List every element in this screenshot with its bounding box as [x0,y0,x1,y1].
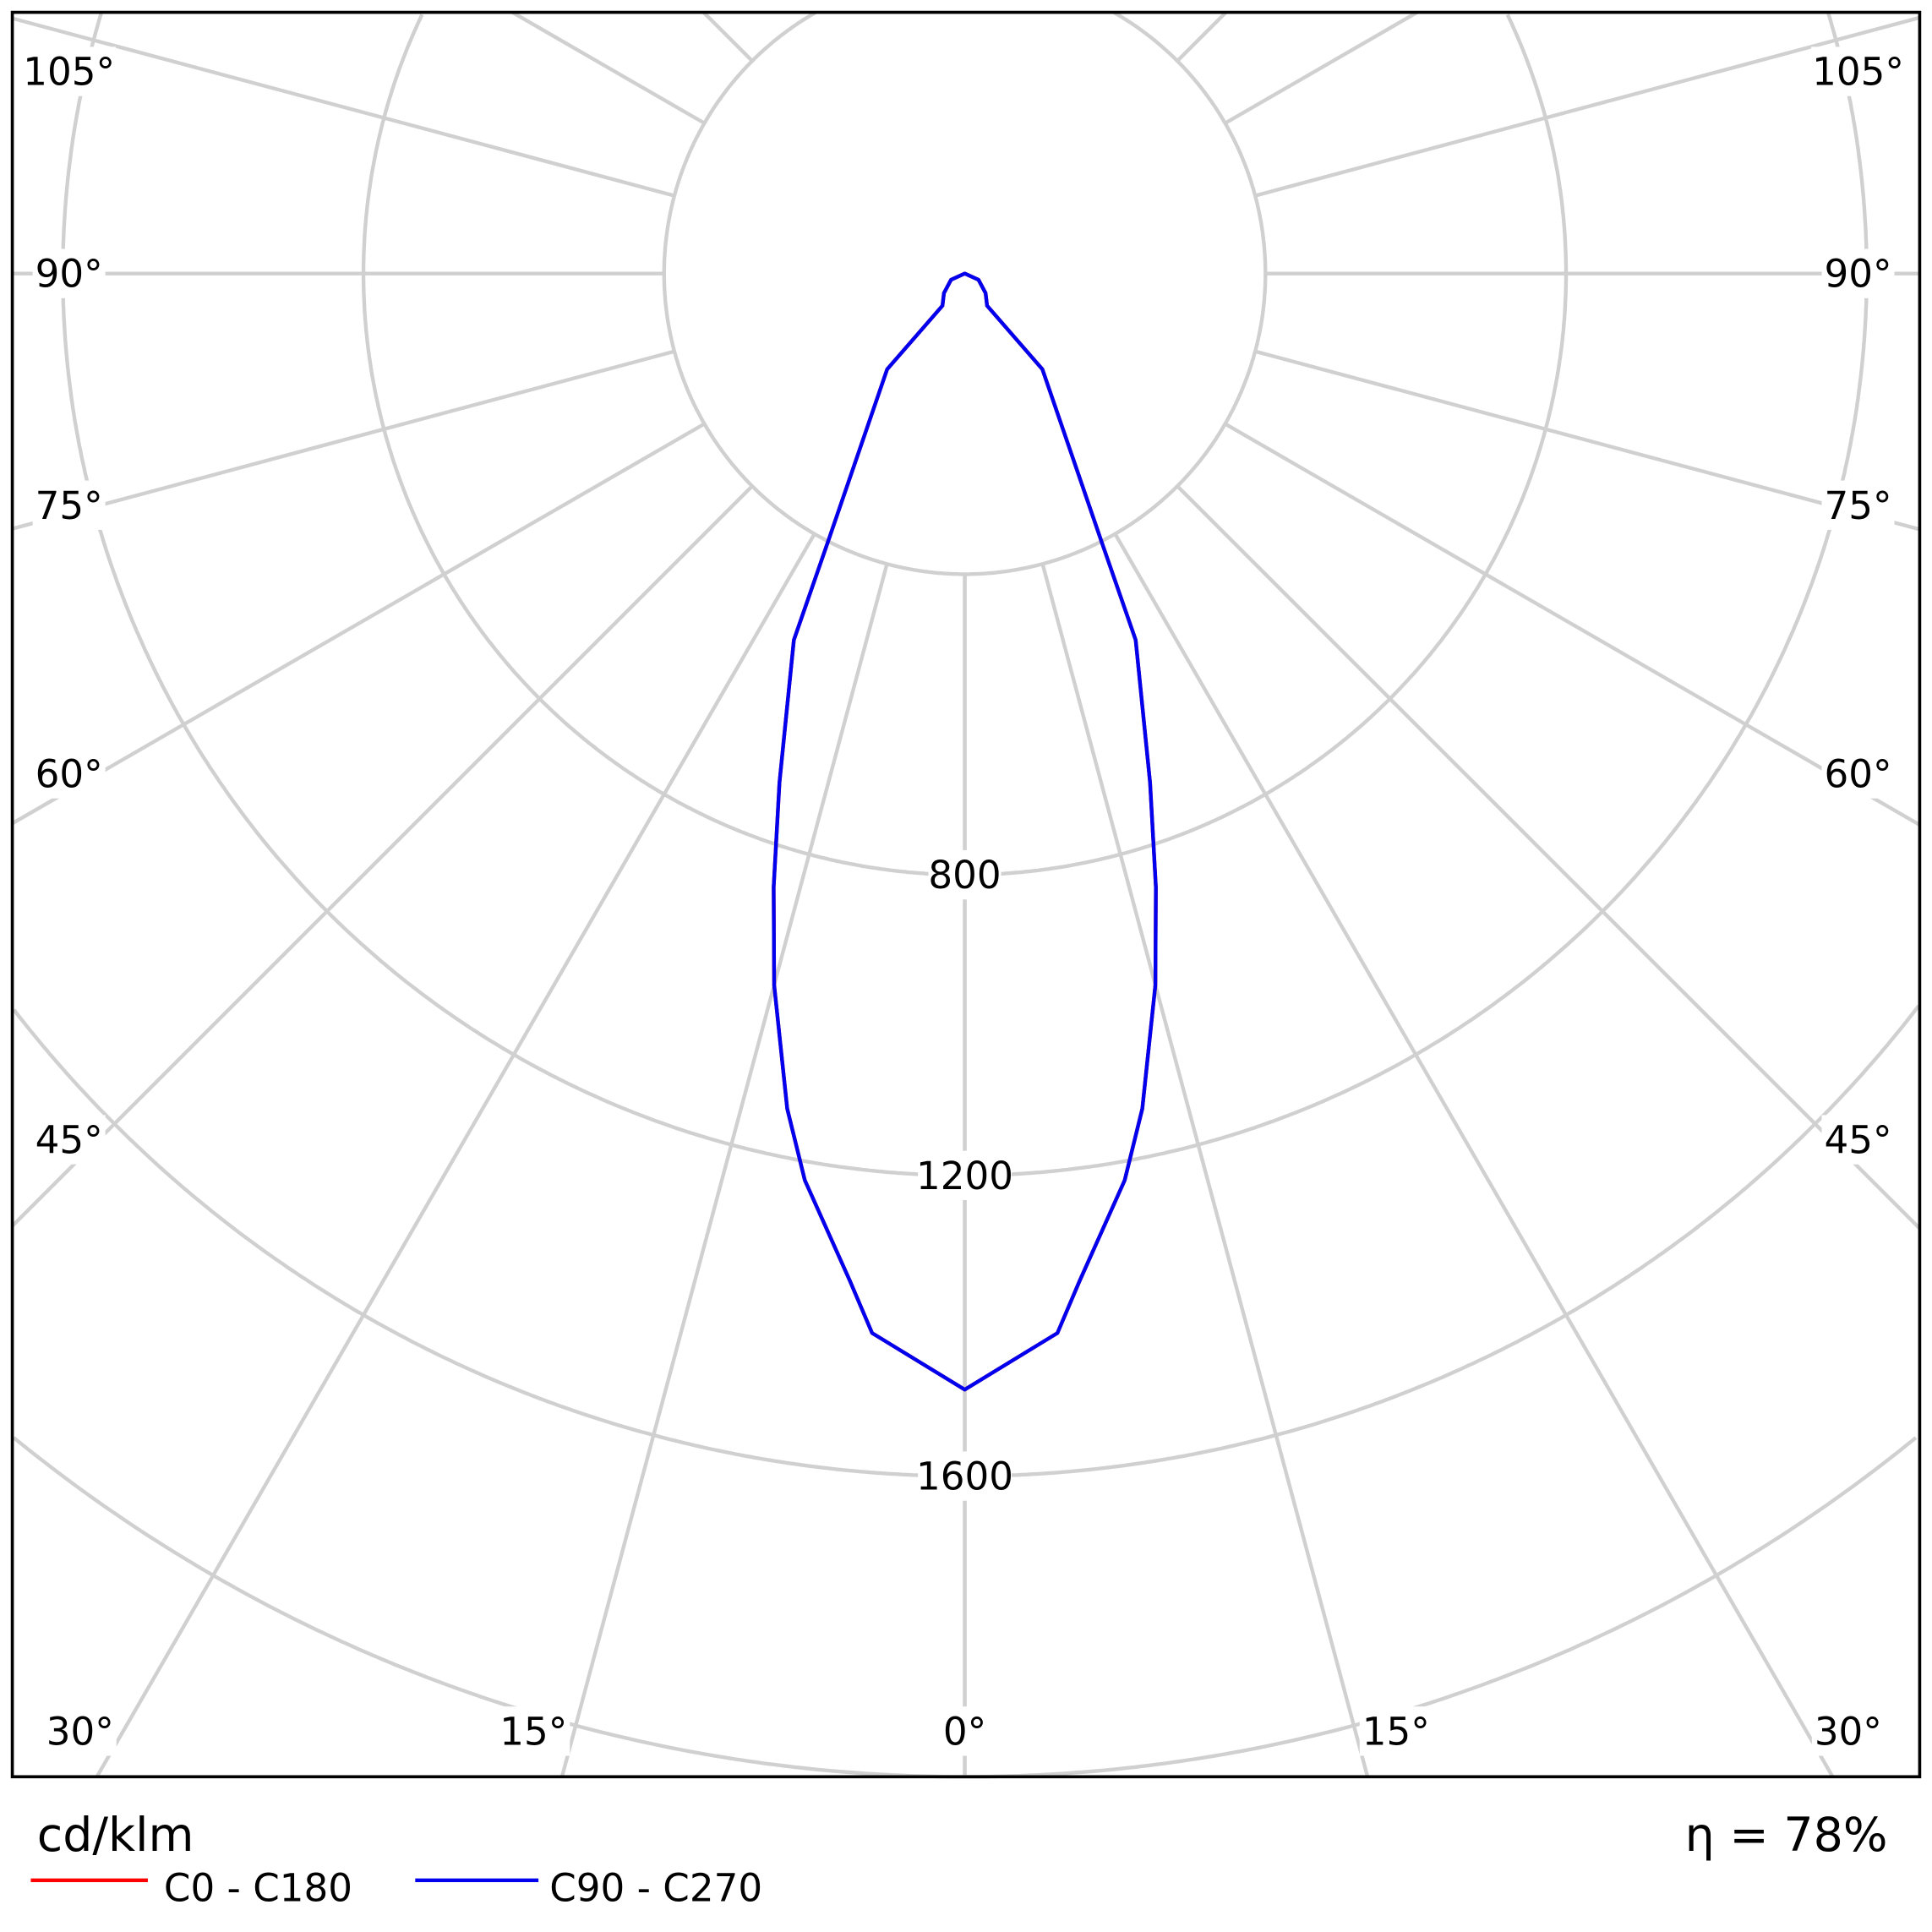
radial-gridline [11,484,754,1228]
radial-gridline [1113,532,1835,1778]
angle-tick-label-right-bg [1821,1115,1895,1165]
radial-gridline [1224,10,1418,125]
radial-tick-label-bg [918,1451,1012,1501]
radial-gridline [1254,15,1920,198]
legend-label-c0: C0 - C180 [164,1866,352,1911]
unit-label: cd/klm [37,1809,194,1863]
legend-label-c90: C90 - C270 [549,1866,762,1911]
angle-tick-label-left-bg [32,749,106,799]
ring-gridline [662,10,1268,576]
angle-tick-label-left: 75° [35,483,103,528]
angle-tick-label-bottom-bg [1359,1706,1433,1756]
radial-gridline [1040,563,1370,1777]
curve-c90-c270 [772,271,1158,1392]
angle-tick-label-right: 90° [1824,252,1891,297]
curves [772,271,1158,1392]
radial-gridline [11,422,706,826]
angle-tick-label-left: 60° [35,752,103,797]
angle-tick-label-left-bg [32,1115,106,1165]
angle-tick-label-right: 60° [1824,752,1891,797]
angle-tick-label-left: 45° [35,1118,103,1163]
ring-gridline [1505,14,1569,274]
radial-gridline [1224,422,1921,827]
radial-gridline [95,532,816,1778]
angle-tick-label-bottom-bg [1811,1706,1885,1756]
angle-tick-label-left: 90° [35,252,103,297]
radial-gridline [559,563,889,1777]
radial-tick-label: 1600 [916,1454,1013,1499]
radial-gridline [1254,349,1920,532]
radial-tick-label: 800 [928,853,1001,898]
angle-tick-label-right-bg [1821,480,1895,530]
angle-tick-label-bottom-bg [497,1706,570,1756]
efficiency-label: η = 78% [1685,1809,1888,1863]
radial-gridline [1176,484,1921,1231]
radial-tick-label-bg [928,849,1001,900]
angle-tick-label-left-bg [32,248,106,298]
angle-tick-label-bottom: 15° [1362,1709,1430,1754]
angle-tick-label-right-bg [1821,248,1895,298]
angle-tick-label-bottom-bg [938,1706,991,1756]
plot-frame [10,10,1922,1779]
radial-gridline [511,10,706,125]
radial-gridline [12,349,675,531]
angle-tick-label-right: 75° [1824,483,1891,528]
angle-tick-label-bottom-bg [43,1706,117,1756]
radial-gridline [12,16,675,198]
angle-tick-label-left-bg [22,46,117,96]
ring-gridline [361,14,1569,877]
angle-tick-label-bottom: 0° [943,1709,986,1754]
angle-tick-label-bottom: 30° [46,1709,114,1754]
radial-gridline [1176,11,1228,63]
angle-tick-label-bottom: 15° [499,1709,567,1754]
radial-tick-label: 1200 [916,1154,1013,1198]
radial-tick-label-bg [918,1150,1012,1201]
angle-tick-label-left: 105° [23,50,115,95]
angle-tick-label-right: 45° [1824,1118,1891,1163]
angle-tick-label-right-bg [1811,46,1905,96]
angle-tick-label-right: 105° [1812,50,1904,95]
grid [11,10,1921,1779]
ring-gridline [1113,10,1268,274]
radial-gridline [701,11,754,63]
tick-labels: 800 1200 1600 105° 105° 90° 90° 75° 75° 60° 60° 45°… [22,46,1905,1756]
angle-tick-label-left-bg [32,480,106,530]
angle-tick-label-right-bg [1821,749,1895,799]
angle-tick-label-bottom: 30° [1815,1709,1882,1754]
